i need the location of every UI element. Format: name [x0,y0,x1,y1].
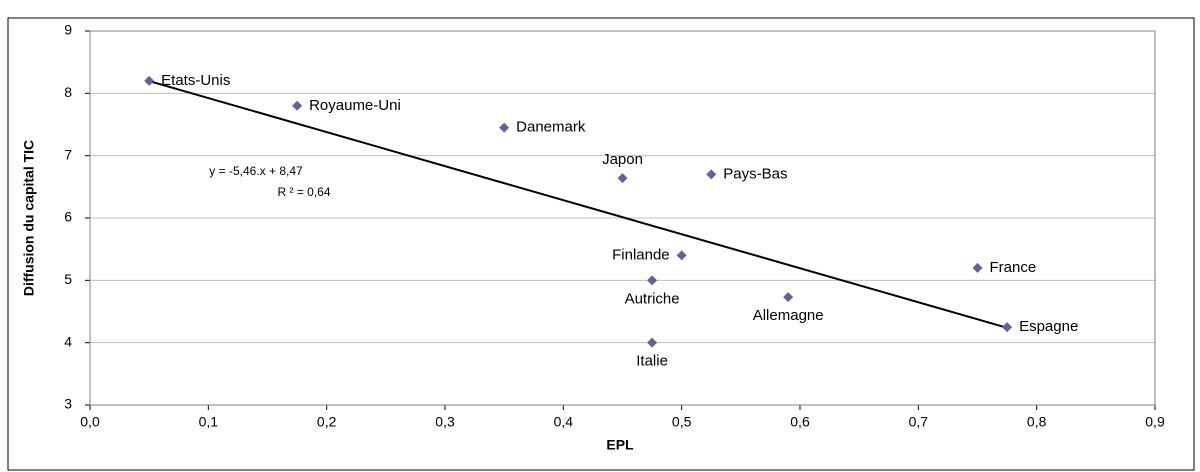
point-label: Etats-Unis [161,72,230,89]
x-tick-label: 0,3 [435,414,455,430]
y-tick-label: 4 [64,333,72,349]
y-tick-label: 3 [64,396,72,412]
x-tick-label: 0,0 [80,414,100,430]
point-label: Danemark [516,119,586,136]
x-tick-label: 0,4 [554,414,574,430]
marker [972,262,983,273]
x-axis-title: EPL [606,437,634,453]
trendline-equation: y = -5,46.x + 8,47 [209,164,303,178]
x-tick-label: 0,9 [1145,414,1165,430]
x-tick-label: 0,1 [199,414,219,430]
marker [676,250,687,261]
marker [647,337,658,348]
trendline-r2: R ² = 0,64 [277,185,330,199]
marker [617,173,628,184]
y-tick-label: 5 [64,271,72,287]
point-label: Finlande [612,246,670,263]
marker [1002,322,1013,333]
point-label: Pays-Bas [723,165,787,182]
marker [706,169,717,180]
marker [144,75,155,86]
x-tick-label: 0,7 [909,414,929,430]
marker [783,292,794,303]
point-label: Royaume-Uni [309,97,401,114]
point-label: Italie [636,353,668,370]
plot-area [89,30,1156,406]
x-tick-label: 0,5 [672,414,692,430]
y-tick-label: 6 [64,209,72,225]
marker [292,100,303,111]
y-tick-label: 8 [64,84,72,100]
y-tick-label: 9 [64,22,72,38]
x-tick-label: 0,6 [790,414,810,430]
x-tick-label: 0,8 [1027,414,1047,430]
trendline [148,80,1008,329]
point-label: Allemagne [753,307,824,324]
point-label: France [990,259,1037,276]
point-label: Japon [602,151,643,168]
point-label: Espagne [1019,318,1078,335]
y-axis-title: Diffusion du capital TIC [21,140,37,296]
marker [499,122,510,133]
y-tick-label: 7 [64,146,72,162]
x-tick-label: 0,2 [317,414,337,430]
point-label: Autriche [625,290,680,307]
marker [647,275,658,286]
